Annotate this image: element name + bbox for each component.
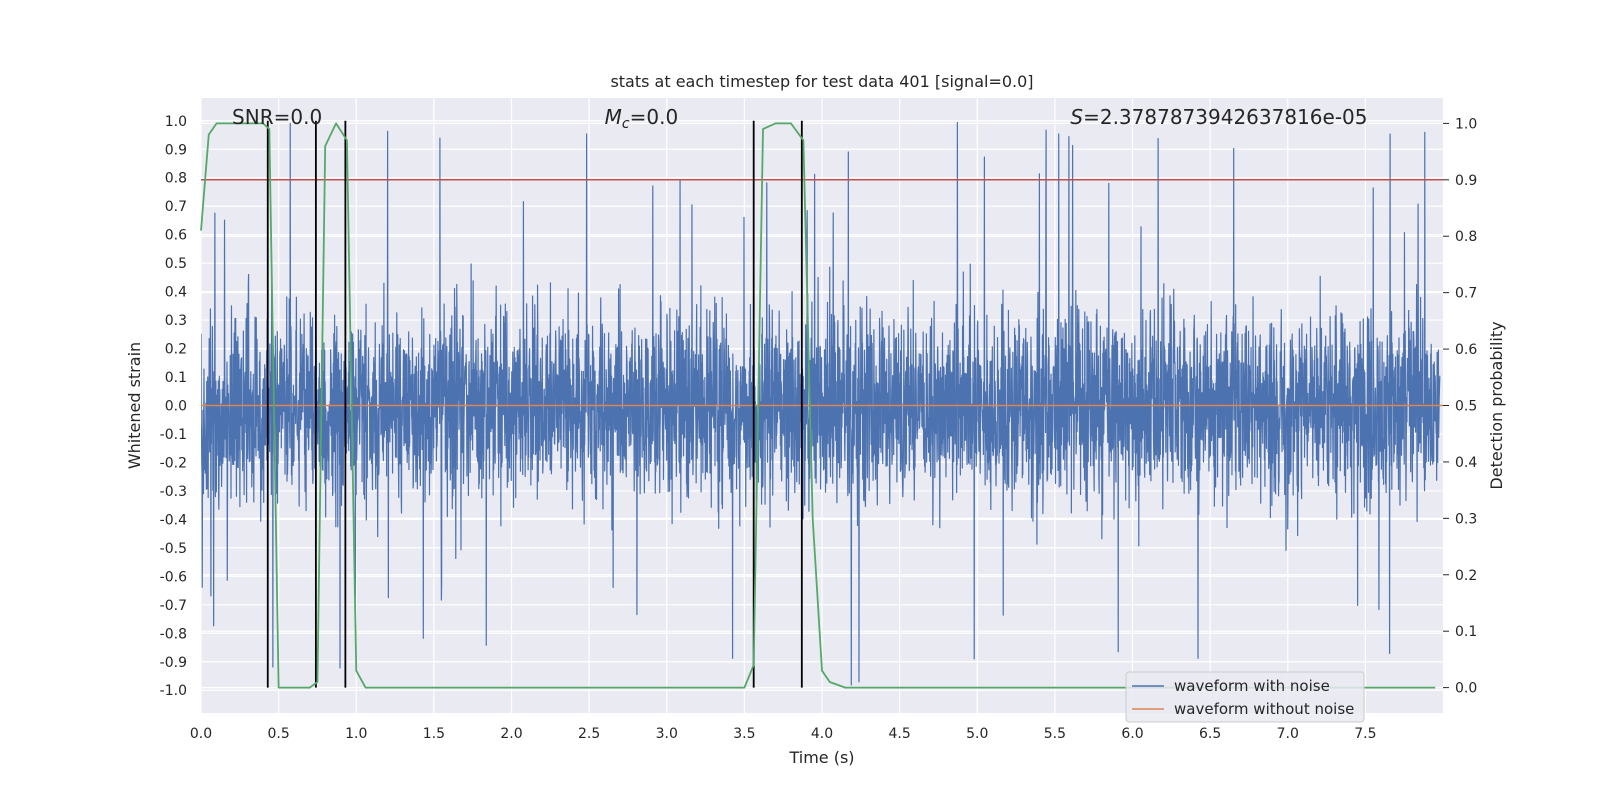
y-tick-label: -0.8 bbox=[160, 626, 187, 642]
y2-tick-label: 0.5 bbox=[1455, 399, 1477, 415]
x-tick-label: 2.0 bbox=[500, 726, 522, 742]
y-tick-label: 0.8 bbox=[165, 171, 187, 187]
y2-tick-label: 0.3 bbox=[1455, 511, 1477, 527]
x-tick-label: 7.0 bbox=[1277, 726, 1299, 742]
y2-tick-label: 1.0 bbox=[1455, 116, 1477, 132]
x-tick-label: 2.5 bbox=[578, 726, 600, 742]
legend-label-clean: waveform without noise bbox=[1174, 700, 1354, 718]
y-tick-label: -0.5 bbox=[160, 541, 187, 557]
x-tick-label: 4.5 bbox=[888, 726, 910, 742]
annotation: Mc=0.0 bbox=[605, 105, 679, 132]
y-tick-label: 0.0 bbox=[165, 399, 187, 415]
x-tick-label: 4.0 bbox=[811, 726, 833, 742]
waveform-with-noise-line bbox=[201, 121, 1441, 686]
y-tick-label: -0.4 bbox=[160, 512, 187, 528]
chart-title: stats at each timestep for test data 401… bbox=[610, 72, 1033, 91]
y2-axis-ticks: 1.0 0.9 0.8 0.7 0.6 0.5 0.4 0.3 0.2 0.1 0.0 bbox=[1443, 116, 1477, 697]
y-tick-label: 1.0 bbox=[165, 114, 187, 130]
x-tick-label: 1.0 bbox=[345, 726, 367, 742]
y-axis-ticks: 1.0 0.9 0.8 0.7 0.6 0.5 0.4 0.3 0.2 0.1 0.0 -0.1 -0.… bbox=[160, 114, 187, 699]
x-tick-label: 3.5 bbox=[733, 726, 755, 742]
y-tick-label: -0.2 bbox=[160, 455, 187, 471]
annotation: SNR=0.0 bbox=[232, 105, 322, 129]
annotation: S=2.3787873942637816e-05 bbox=[1070, 105, 1367, 129]
y-tick-label: 0.4 bbox=[165, 285, 187, 301]
y2-tick-label: 0.8 bbox=[1455, 229, 1477, 245]
series-waveform-with-noise bbox=[201, 121, 1441, 686]
vertical-marker-lines bbox=[266, 120, 803, 688]
detection-probability-line bbox=[200, 122, 1436, 689]
annotations: SNR=0.0 Mc=0.0 S=2.3787873942637816e-05 bbox=[232, 105, 1367, 132]
y-axis-label: Whitened strain bbox=[125, 342, 144, 469]
y-tick-label: -1.0 bbox=[160, 683, 187, 699]
y-tick-label: -0.1 bbox=[160, 427, 187, 443]
y-tick-label: -0.9 bbox=[160, 655, 187, 671]
y2-tick-label: 0.6 bbox=[1455, 342, 1477, 358]
y2-tick-label: 0.7 bbox=[1455, 286, 1477, 302]
x-tick-label: 5.5 bbox=[1044, 726, 1066, 742]
x-axis-label: Time (s) bbox=[788, 748, 854, 767]
x-tick-label: 5.0 bbox=[966, 726, 988, 742]
y2-tick-label: 0.1 bbox=[1455, 624, 1477, 640]
y-tick-label: -0.7 bbox=[160, 598, 187, 614]
y2-tick-label: 0.2 bbox=[1455, 568, 1477, 584]
legend-label-noise: waveform with noise bbox=[1174, 677, 1330, 695]
y-tick-label: 0.5 bbox=[165, 256, 187, 272]
x-tick-label: 0.0 bbox=[190, 726, 212, 742]
x-tick-label: 0.5 bbox=[267, 726, 289, 742]
y2-tick-label: 0.0 bbox=[1455, 681, 1477, 697]
legend: waveform with noise waveform without noi… bbox=[1125, 671, 1365, 723]
x-tick-label: 7.5 bbox=[1354, 726, 1376, 742]
x-tick-label: 3.0 bbox=[656, 726, 678, 742]
x-tick-label: 6.5 bbox=[1199, 726, 1221, 742]
x-tick-label: 1.5 bbox=[423, 726, 445, 742]
x-axis-ticks: 0.0 0.5 1.0 1.5 2.0 2.5 3.0 3.5 4.0 4.5 5.0 5.5 6.0 6… bbox=[190, 726, 1377, 742]
series-detection-probability bbox=[200, 122, 1436, 689]
y-tick-label: 0.2 bbox=[165, 342, 187, 358]
y-tick-label: 0.7 bbox=[165, 199, 187, 215]
x-tick-label: 6.0 bbox=[1121, 726, 1143, 742]
y2-tick-label: 0.4 bbox=[1455, 455, 1477, 471]
y-tick-label: 0.6 bbox=[165, 228, 187, 244]
y2-axis-label: Detection probability bbox=[1487, 321, 1506, 489]
y-tick-label: 0.3 bbox=[165, 313, 187, 329]
y-tick-label: 0.9 bbox=[165, 142, 187, 158]
y-tick-label: -0.6 bbox=[160, 569, 187, 585]
y-tick-label: -0.3 bbox=[160, 484, 187, 500]
legend-box bbox=[1125, 671, 1365, 723]
y-tick-label: 0.1 bbox=[165, 370, 187, 386]
y2-tick-label: 0.9 bbox=[1455, 173, 1477, 189]
